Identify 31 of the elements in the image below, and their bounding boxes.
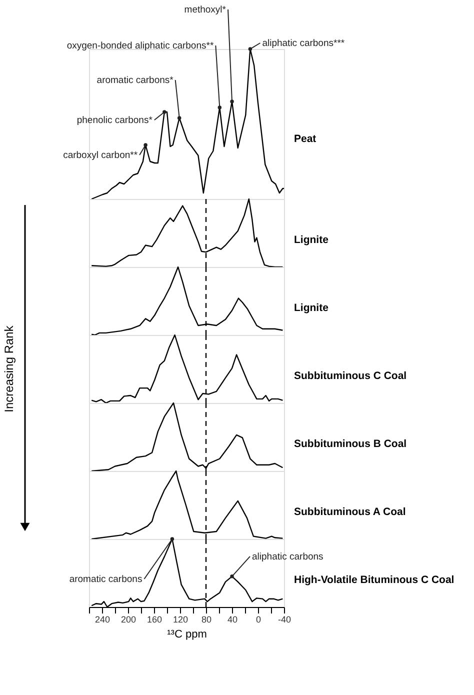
text: Peat [294, 133, 317, 145]
x-tick-label: 40 [227, 614, 238, 624]
text: Subbituminous C Coal [294, 370, 407, 382]
annotation: aromatic carbons* [96, 75, 174, 86]
point [218, 106, 222, 110]
point [177, 116, 182, 120]
x-tick-label: 80 [201, 614, 212, 624]
point [144, 143, 148, 147]
x-tick-label: 0 [256, 614, 262, 624]
point [230, 100, 234, 104]
x-tick-label: 120 [172, 614, 188, 624]
point [248, 47, 252, 51]
annotation: aliphatic carbons*** [262, 38, 345, 49]
x-tick-label: 240 [94, 614, 110, 624]
series-label: Lignite [294, 302, 329, 314]
annotation: methoxyl* [184, 4, 226, 16]
annotation: phenolic carbons* [76, 115, 153, 126]
point [162, 110, 166, 114]
series-label: High-Volatile Bituminous C Coal [294, 574, 454, 586]
text: Subbituminous B Coal [294, 438, 407, 450]
x-tick-label: 160 [146, 614, 162, 624]
text: Increasing Rank [2, 324, 16, 412]
annotation: aromatic carbons [69, 574, 142, 585]
annotation: aliphatic carbons [252, 551, 324, 562]
text: Lignite [294, 234, 329, 246]
text: Subbituminous A Coal [294, 506, 406, 518]
x-tick-label: 200 [120, 614, 136, 624]
x-tick-label: -40 [278, 614, 292, 624]
annotation: oxygen-bonded aliphatic carbons** [66, 40, 214, 52]
annotation: carboxyl carbon** [63, 150, 138, 161]
x-axis-title: ¹³C ppm [167, 628, 207, 640]
